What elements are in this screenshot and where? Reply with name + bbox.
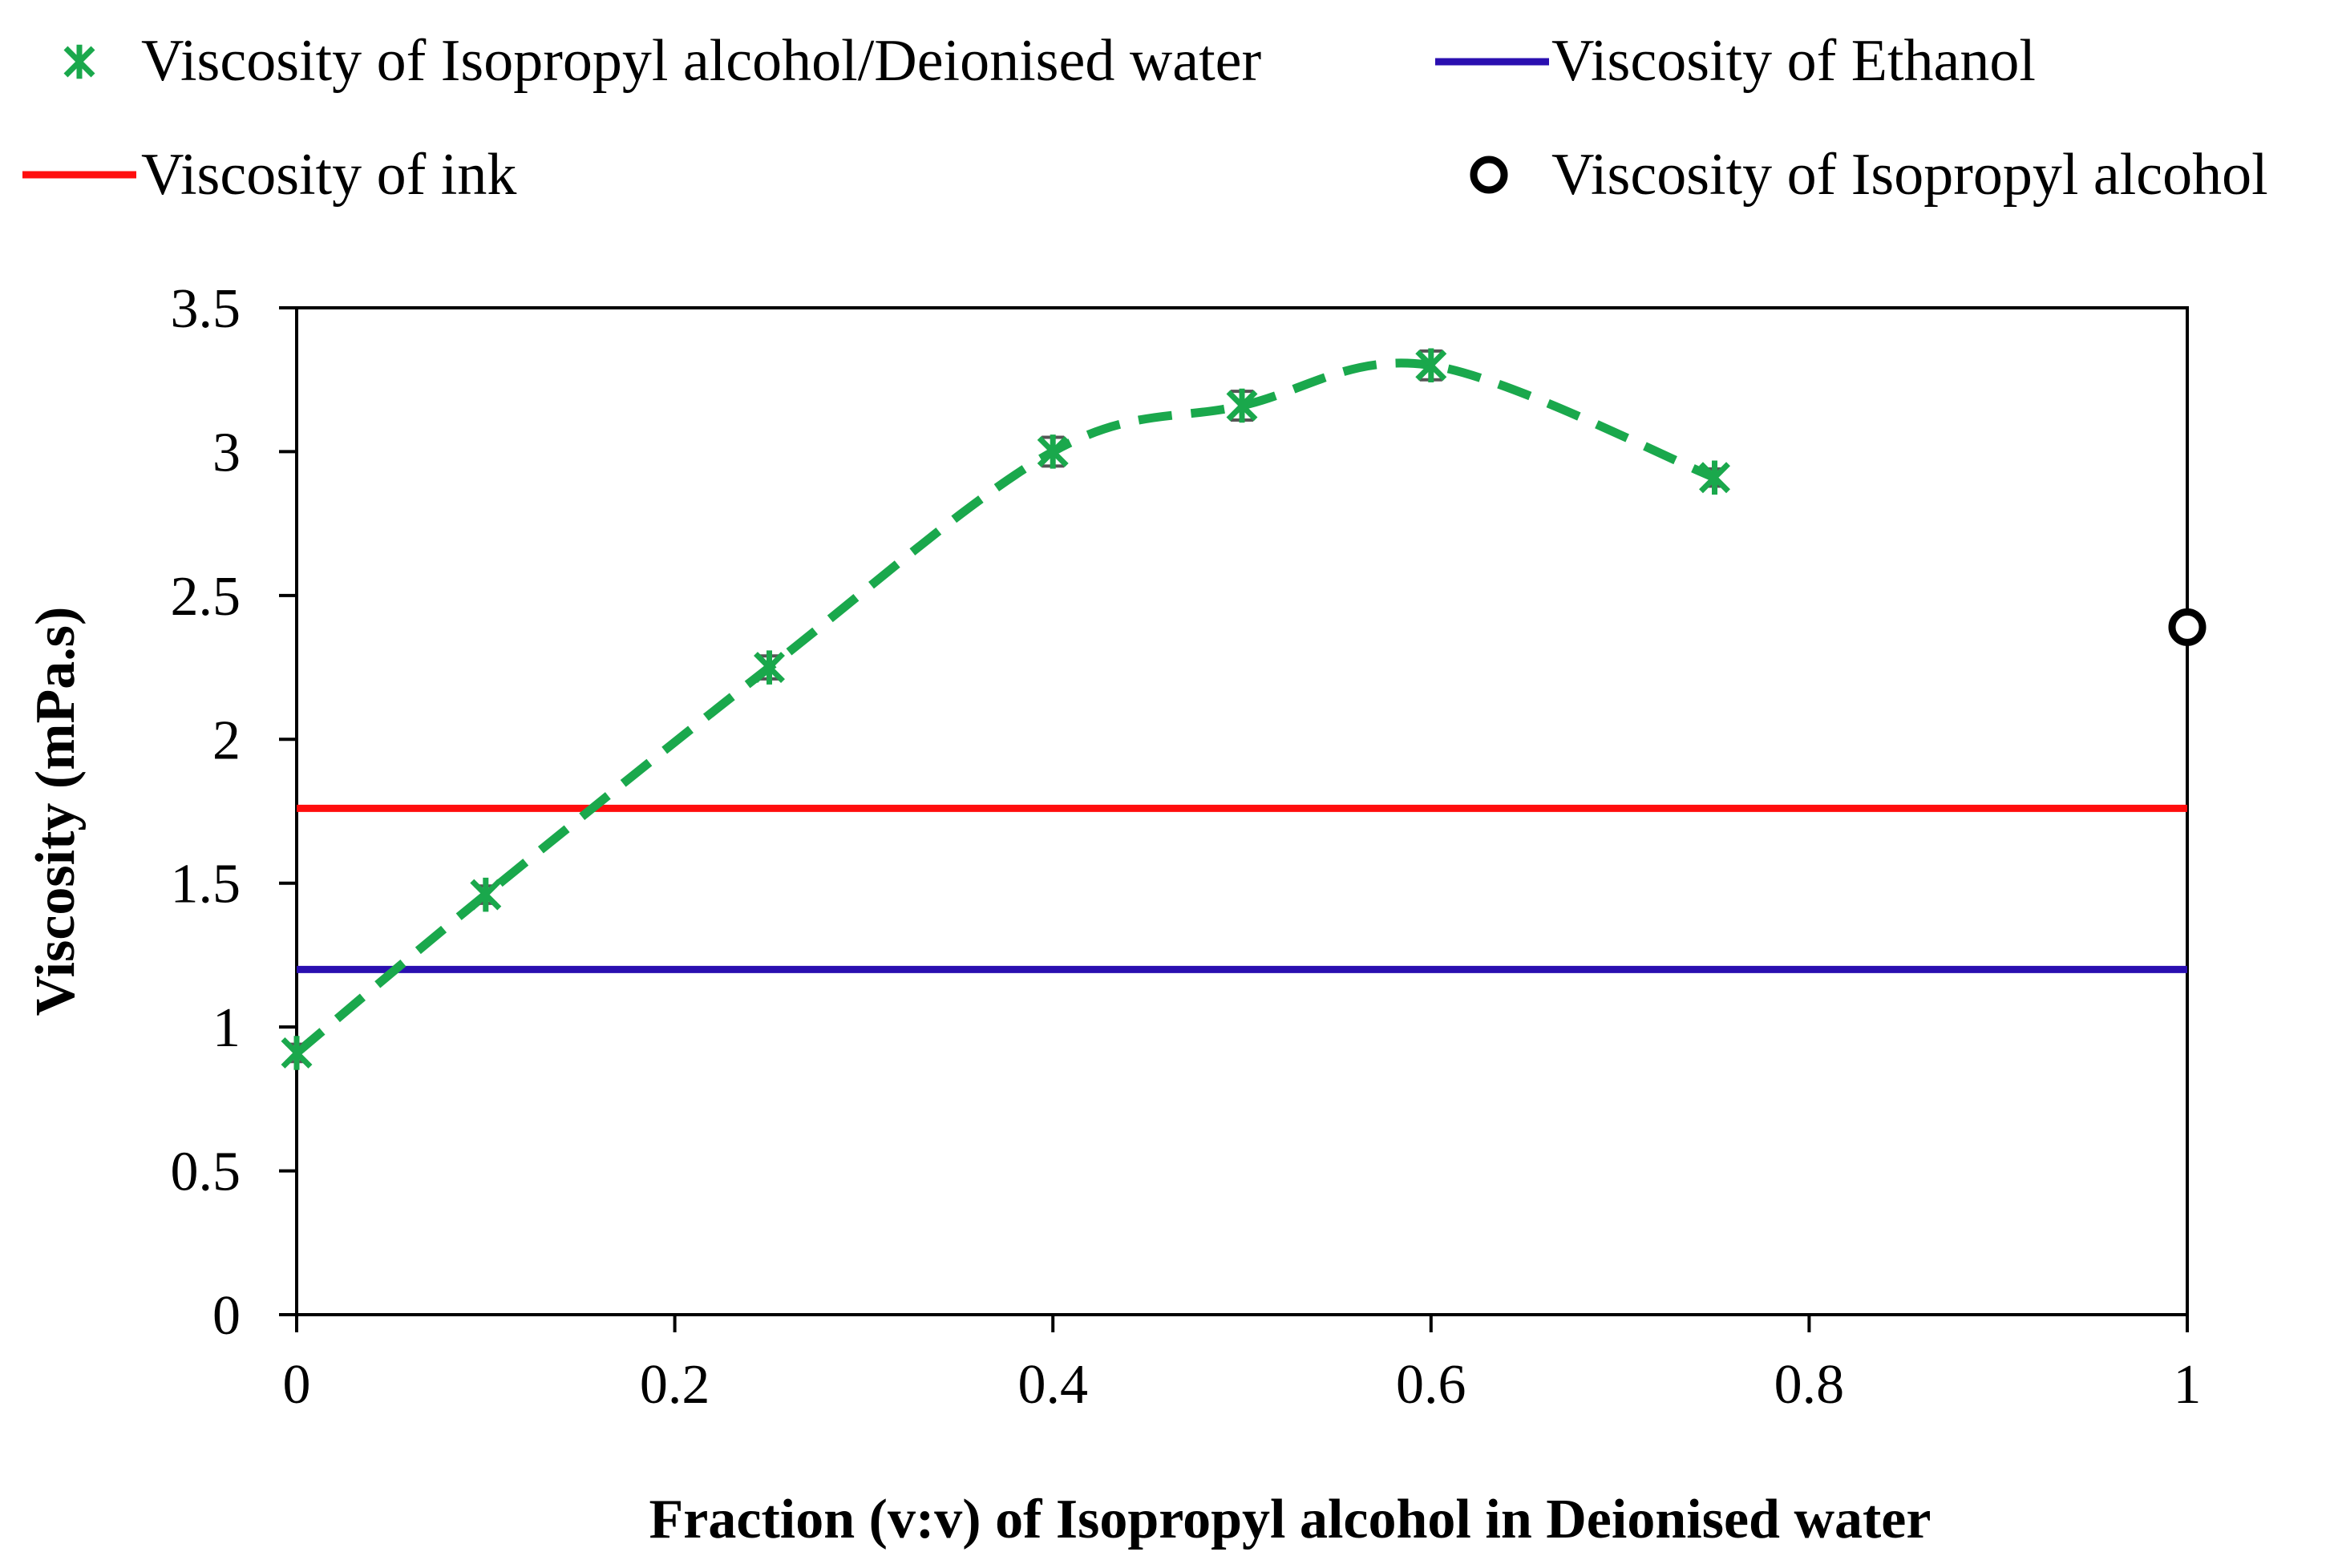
reference-lines (297, 804, 2187, 973)
legend-star-marker-icon (63, 44, 95, 79)
data-point-marker (1415, 348, 1447, 383)
legend-open-circle-icon (1470, 156, 1508, 194)
x-tick-label: 0.4 (1017, 1354, 1088, 1416)
y-axis: 0 0.5 1 1.5 2 2.5 3 3.5 (171, 278, 297, 1347)
data-point-marker (1226, 388, 1258, 423)
ipa-data-point (2168, 608, 2207, 646)
x-tick-label: 0.6 (1396, 1354, 1466, 1416)
legend-item-ink: Viscosity of ink (22, 142, 516, 208)
y-tick-label: 3 (212, 422, 241, 483)
y-tick-label: 1 (212, 997, 241, 1059)
ipa-water-dashed-line (293, 358, 1717, 1057)
legend-star-marker (63, 44, 95, 79)
series-ipa (2168, 608, 2207, 646)
y-axis-title: Viscosity (mPa.s) (25, 607, 87, 1016)
x-tick-label: 0 (283, 1354, 311, 1416)
legend-label-ethanol: Viscosity of Ethanol (1551, 28, 2036, 94)
y-tick-label: 0 (212, 1285, 241, 1347)
data-point-marker (754, 650, 785, 685)
data-point-marker (281, 1036, 313, 1070)
legend-label-ipa: Viscosity of Isopropyl alcohol (1551, 142, 2268, 208)
legend: Viscosity of Isopropyl alcohol/Deionised… (22, 28, 2268, 208)
legend-item-ethanol: Viscosity of Ethanol (1435, 28, 2036, 94)
legend-item-ipa-water: Viscosity of Isopropyl alcohol/Deionised… (63, 28, 1261, 94)
data-point-marker (1699, 460, 1730, 495)
data-point-marker (1037, 434, 1069, 469)
y-tick-label: 1.5 (171, 854, 241, 915)
y-tick-label: 3.5 (171, 278, 241, 340)
y-tick-label: 0.5 (171, 1142, 241, 1203)
data-point-marker (470, 877, 502, 912)
x-tick-label: 0.2 (640, 1354, 710, 1416)
legend-label-ink: Viscosity of ink (141, 142, 516, 208)
y-tick-label: 2.5 (171, 566, 241, 628)
y-tick-label: 2 (212, 709, 241, 771)
x-axis-title: Fraction (v:v) of Isopropyl alcohol in D… (649, 1489, 1931, 1550)
series-ipa-water (281, 348, 1730, 1070)
x-tick-label: 0.8 (1774, 1354, 1845, 1416)
legend-item-ipa: Viscosity of Isopropyl alcohol (1470, 142, 2268, 208)
x-tick-label: 1 (2174, 1354, 2202, 1416)
legend-label-ipa-water: Viscosity of Isopropyl alcohol/Deionised… (141, 28, 1261, 94)
x-axis: 0 0.2 0.4 0.6 0.8 1 (283, 1315, 2202, 1416)
